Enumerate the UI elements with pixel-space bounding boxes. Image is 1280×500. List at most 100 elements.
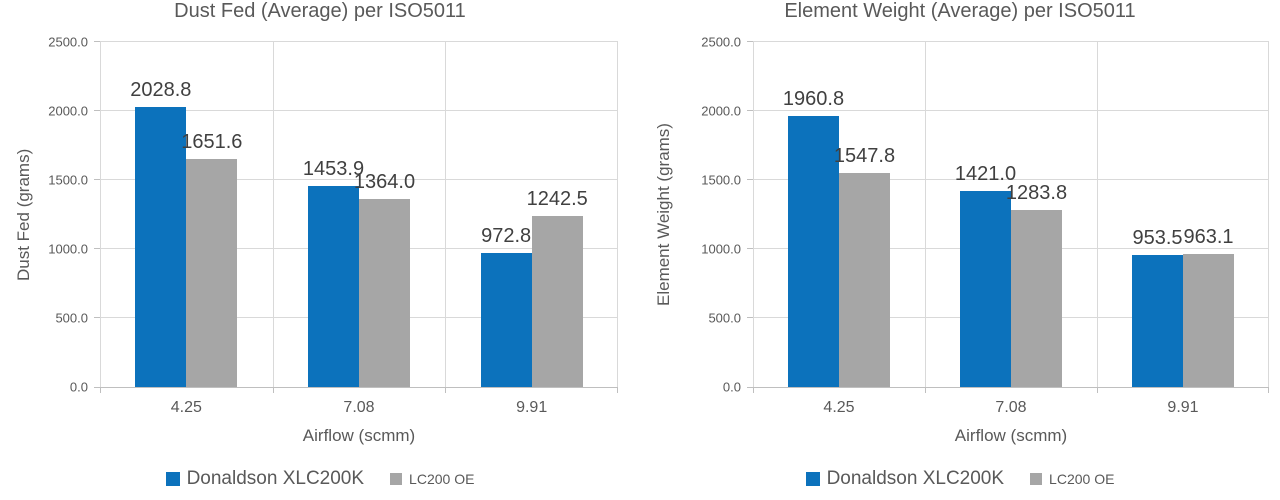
gridline-horizontal [100, 41, 618, 42]
legend: Donaldson XLC200K LC200 OE [0, 468, 640, 490]
chart-title: Element Weight (Average) per ISO5011 [784, 0, 1136, 22]
data-label: 972.8 [481, 224, 532, 247]
data-label: 1547.8 [833, 145, 896, 168]
data-label: 1283.8 [1005, 181, 1068, 204]
y-tick-label: 1500.0 [701, 172, 741, 188]
bar-series-1-category-2 [308, 186, 359, 387]
legend-swatch-icon [390, 473, 403, 485]
data-label: 953.5 [1132, 227, 1183, 250]
gridline-vertical [100, 42, 101, 387]
legend-item-2: LC200 OE [390, 471, 474, 487]
legend-label: Donaldson XLC200K [186, 468, 365, 489]
chart-dust-fed: Dust Fed (Average) per ISO5011 Dust Fed (… [0, 0, 640, 490]
x-axis-title: Airflow (scmm) [954, 426, 1068, 445]
bar-series-2-category-1 [186, 159, 238, 387]
bar-series-1-category-2 [960, 190, 1011, 387]
data-label: 2028.8 [130, 79, 192, 102]
y-tick-label: 1000.0 [48, 241, 88, 257]
gridline-horizontal [753, 110, 1269, 111]
bar-series-1-category-3 [480, 252, 532, 387]
gridline-vertical [445, 42, 446, 387]
y-tick-label: 2000.0 [701, 103, 741, 119]
gridline-horizontal [753, 41, 1269, 42]
y-tick-label: 0.0 [722, 379, 741, 395]
bar-series-2-category-2 [359, 198, 410, 387]
data-label: 963.1 [1183, 226, 1234, 249]
x-axis-tick [925, 387, 926, 393]
data-label: 1242.5 [526, 187, 588, 210]
x-axis-tick [753, 387, 754, 393]
data-label: 1421.0 [954, 162, 1017, 185]
bar-series-2-category-3 [531, 215, 583, 387]
legend-swatch-icon [1030, 473, 1043, 485]
legend-swatch-icon [165, 472, 180, 486]
bar-series-2-category-3 [1183, 254, 1234, 387]
y-axis-tick [94, 248, 100, 249]
gridline-horizontal [753, 179, 1269, 180]
gridline-horizontal [100, 179, 618, 180]
gridline-horizontal [100, 387, 618, 388]
gridline-horizontal [753, 387, 1269, 388]
y-axis-tick [94, 110, 100, 111]
y-tick-label: 2500.0 [701, 34, 741, 50]
x-tick-label: 7.08 [343, 399, 375, 416]
x-axis-tick [273, 387, 274, 393]
bar-series-1-category-1 [788, 116, 839, 387]
gridline-horizontal [100, 110, 618, 111]
y-axis-tick [747, 179, 753, 180]
x-axis-tick [1097, 387, 1098, 393]
y-axis-title: Element Weight (grams) [654, 123, 673, 306]
bar-series-1-category-3 [1132, 255, 1183, 387]
legend-swatch-icon [805, 472, 820, 486]
y-axis-tick [747, 387, 753, 388]
x-tick-label: 7.08 [995, 399, 1027, 416]
x-tick-label: 4.25 [170, 399, 202, 416]
y-tick-label: 0.0 [69, 379, 88, 395]
bar-series-2-category-1 [839, 173, 890, 387]
y-tick-label: 2500.0 [48, 34, 88, 50]
bar-series-2-category-2 [1011, 209, 1062, 387]
legend-label: Donaldson XLC200K [826, 468, 1005, 489]
y-axis-tick [94, 41, 100, 42]
x-axis-tick [617, 387, 618, 393]
data-label: 1364.0 [353, 170, 416, 193]
gridline-vertical [753, 42, 754, 387]
legend-label: LC200 OE [1049, 471, 1115, 487]
y-axis-tick [747, 317, 753, 318]
data-label: 1960.8 [782, 88, 845, 111]
data-label: 1453.9 [302, 158, 365, 181]
gridline-vertical [1097, 42, 1098, 387]
gridline-vertical [925, 42, 926, 387]
chart-title: Dust Fed (Average) per ISO5011 [174, 0, 466, 22]
y-axis-title: Dust Fed (grams) [14, 148, 33, 281]
y-tick-label: 500.0 [708, 310, 741, 326]
x-axis-tick [445, 387, 446, 393]
plot-area [100, 41, 618, 388]
y-tick-label: 1500.0 [48, 172, 88, 188]
gridline-vertical [617, 42, 618, 387]
y-axis-tick [747, 110, 753, 111]
legend-item-2: LC200 OE [1030, 471, 1114, 487]
gridline-vertical [1268, 42, 1269, 387]
y-axis-tick [94, 317, 100, 318]
x-tick-label: 4.25 [823, 399, 855, 416]
bar-series-1-category-1 [135, 107, 187, 387]
gridline-vertical [273, 42, 274, 387]
x-tick-label: 9.91 [516, 399, 548, 416]
legend-item-1: Donaldson XLC200K [165, 468, 365, 490]
data-label: 1651.6 [181, 131, 243, 154]
legend-label: LC200 OE [409, 471, 475, 487]
legend-item-1: Donaldson XLC200K [805, 468, 1005, 490]
x-axis-tick [1268, 387, 1269, 393]
x-axis-title: Airflow (scmm) [302, 426, 416, 445]
y-axis-tick [94, 179, 100, 180]
y-tick-label: 500.0 [55, 310, 88, 326]
y-tick-label: 2000.0 [48, 103, 88, 119]
x-tick-label: 9.91 [1167, 399, 1199, 416]
y-axis-tick [747, 41, 753, 42]
chart-element-weight: Element Weight (Average) per ISO5011 Elem… [640, 0, 1280, 500]
legend: Donaldson XLC200K LC200 OE [640, 468, 1280, 490]
y-axis-tick [94, 387, 100, 388]
y-axis-tick [747, 248, 753, 249]
